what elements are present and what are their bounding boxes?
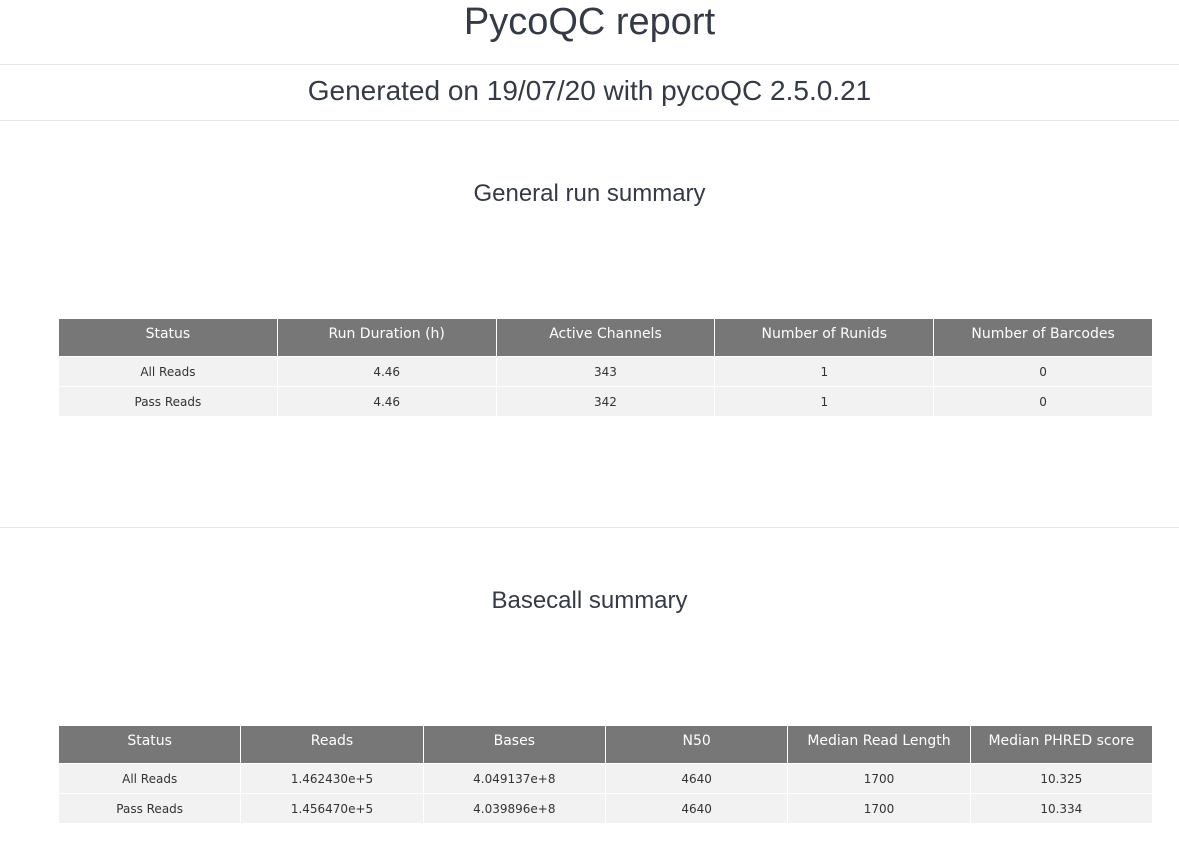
table-cell: 4640 (605, 794, 789, 824)
summary-table: Status Run Duration (h) Active Channels Num… (59, 319, 1153, 417)
table-cell: 4.039896e+8 (423, 794, 606, 824)
table-cell: 1.456470e+5 (241, 794, 424, 824)
divider (0, 120, 1179, 121)
table-cell: 342 (496, 387, 716, 417)
section-title: Basecall summary (491, 587, 688, 614)
table-cell: 4.46 (277, 357, 497, 387)
column-header: Status (59, 319, 278, 357)
table-cell: All Reads (59, 357, 278, 387)
column-header: Bases (423, 726, 606, 764)
table-cell: Pass Reads (59, 387, 278, 417)
table-cell: 0 (934, 387, 1153, 417)
report-subtitle: Generated on 19/07/20 with pycoQC 2.5.0.… (307, 75, 872, 106)
column-header: Number of Barcodes (934, 319, 1153, 357)
summary-table: Status Reads Bases N50 Median Read Length Med… (59, 726, 1153, 824)
table-cell: 1.462430e+5 (241, 764, 424, 794)
table-cell: 343 (496, 357, 716, 387)
table-cell: 1 (715, 357, 935, 387)
table-cell: 4.049137e+8 (423, 764, 606, 794)
table-cell: Pass Reads (59, 794, 242, 824)
table-cell: 4640 (605, 764, 789, 794)
table-cell: All Reads (59, 764, 242, 794)
column-header: Status (59, 726, 242, 764)
report-title: PycoQC report (463, 1, 716, 43)
section-title: General run summary (473, 180, 706, 207)
table-cell: 10.334 (970, 794, 1153, 824)
column-header: N50 (605, 726, 789, 764)
column-header: Number of Runids (715, 319, 935, 357)
column-header: Median PHRED score (970, 726, 1153, 764)
table-cell: 1700 (788, 794, 971, 824)
column-header: Reads (241, 726, 424, 764)
table-cell: 0 (934, 357, 1153, 387)
divider (0, 527, 1179, 528)
column-header: Median Read Length (788, 726, 971, 764)
column-header: Active Channels (496, 319, 716, 357)
column-header: Run Duration (h) (277, 319, 497, 357)
table-cell: 1 (715, 387, 935, 417)
table-cell: 10.325 (970, 764, 1153, 794)
divider (0, 64, 1179, 65)
table-cell: 4.46 (277, 387, 497, 417)
table-cell: 1700 (788, 764, 971, 794)
